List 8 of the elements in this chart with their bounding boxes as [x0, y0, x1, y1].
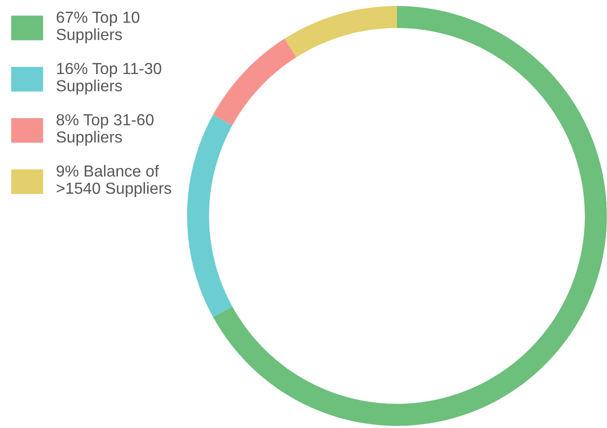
legend-label: 8% Top 31-60 Suppliers [56, 114, 154, 146]
donut-slice [187, 114, 232, 318]
legend-label: 67% Top 10 Suppliers [56, 12, 140, 44]
donut-slice [284, 6, 397, 58]
legend-label: 9% Balance of >1540 Suppliers [56, 164, 172, 198]
donut-slice [213, 6, 607, 426]
donut-slice [213, 38, 296, 126]
legend-label: 16% Top 11-30 Suppliers [56, 62, 162, 95]
